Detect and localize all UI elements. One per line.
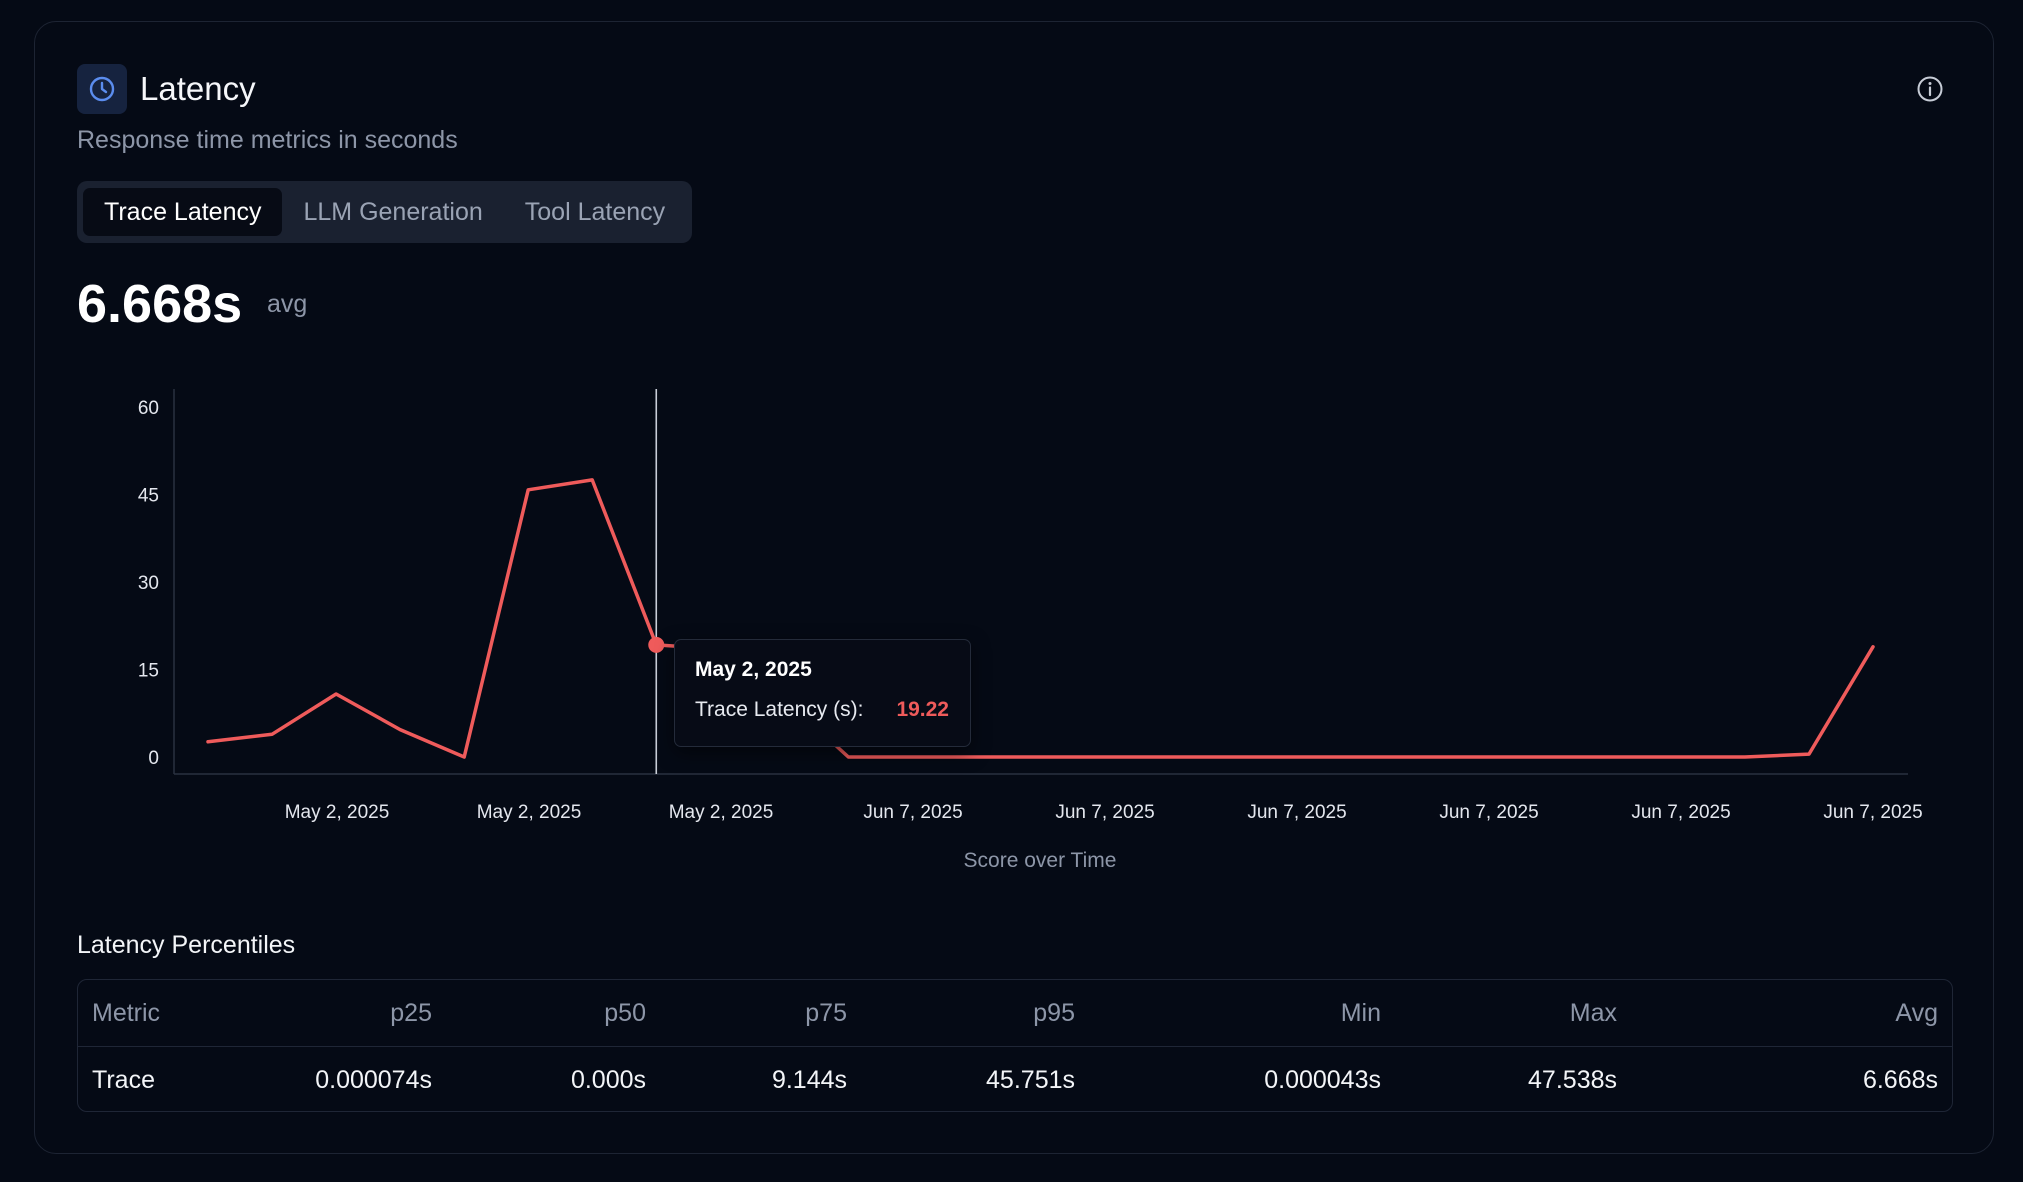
- col-header-metric: Metric: [92, 999, 161, 1027]
- table-header-row: Metric p25 p50 p75 p95 Min Max Avg: [78, 980, 1952, 1047]
- tooltip-series-label: Trace Latency (s):: [695, 698, 864, 721]
- y-tick-label: 45: [138, 486, 159, 507]
- avg-label: avg: [267, 290, 308, 318]
- col-header-p50: p50: [604, 999, 646, 1027]
- tab-trace-latency[interactable]: Trace Latency: [83, 188, 283, 236]
- col-header-p75: p75: [805, 999, 847, 1027]
- col-header-min: Min: [1340, 999, 1381, 1027]
- cell-max: 47.538s: [1528, 1066, 1617, 1094]
- tab-llm-generation[interactable]: LLM Generation: [303, 198, 483, 226]
- cell-p50: 0.000s: [570, 1066, 646, 1094]
- avg-latency-value: 6.668s: [77, 274, 243, 334]
- percentiles-title: Latency Percentiles: [77, 931, 296, 959]
- cell-p75: 9.144s: [771, 1066, 847, 1094]
- info-icon[interactable]: [1915, 74, 1945, 104]
- col-header-max: Max: [1569, 999, 1617, 1027]
- y-tick-label: 0: [148, 748, 159, 769]
- latency-tabs: Trace Latency LLM Generation Tool Latenc…: [77, 181, 693, 243]
- tab-tool-latency[interactable]: Tool Latency: [524, 198, 666, 226]
- x-tick-label: May 2, 2025: [477, 802, 582, 823]
- x-tick-label: Jun 7, 2025: [1247, 802, 1346, 823]
- cell-avg: 6.668s: [1862, 1066, 1938, 1094]
- col-header-p25: p25: [390, 999, 432, 1027]
- tooltip-date: May 2, 2025: [695, 658, 812, 681]
- series-line-trace-latency: [206, 478, 1875, 759]
- y-tick-label: 30: [138, 573, 159, 594]
- x-axis-title: Score over Time: [964, 849, 1117, 872]
- x-tick-label: May 2, 2025: [669, 802, 774, 823]
- percentiles-table: Metric p25 p50 p75 p95 Min Max Avg Trace…: [77, 979, 1953, 1112]
- cell-metric: Trace: [92, 1066, 155, 1094]
- chart-tooltip: May 2, 2025 Trace Latency (s): 19.22: [674, 639, 971, 747]
- table-row: Trace 0.000074s 0.000s 9.144s 45.751s 0.…: [78, 1047, 1952, 1111]
- clock-icon: [77, 64, 127, 114]
- cell-p95: 45.751s: [986, 1066, 1075, 1094]
- cell-p25: 0.000074s: [315, 1066, 432, 1094]
- x-tick-label: Jun 7, 2025: [1631, 802, 1730, 823]
- x-tick-label: Jun 7, 2025: [1823, 802, 1922, 823]
- tooltip-value: 19.22: [896, 698, 949, 721]
- x-tick-label: May 2, 2025: [285, 802, 390, 823]
- y-tick-label: 15: [138, 661, 159, 682]
- active-data-point[interactable]: [648, 636, 665, 653]
- col-header-p95: p95: [1033, 999, 1075, 1027]
- cell-min: 0.000043s: [1264, 1066, 1381, 1094]
- x-tick-label: Jun 7, 2025: [1055, 802, 1154, 823]
- col-header-avg: Avg: [1895, 999, 1938, 1027]
- x-tick-label: Jun 7, 2025: [863, 802, 962, 823]
- card-subtitle: Response time metrics in seconds: [77, 126, 458, 154]
- x-tick-label: Jun 7, 2025: [1439, 802, 1538, 823]
- latency-card: Latency Response time metrics in seconds…: [34, 21, 1994, 1154]
- card-title: Latency: [140, 70, 256, 107]
- y-tick-label: 60: [138, 398, 159, 419]
